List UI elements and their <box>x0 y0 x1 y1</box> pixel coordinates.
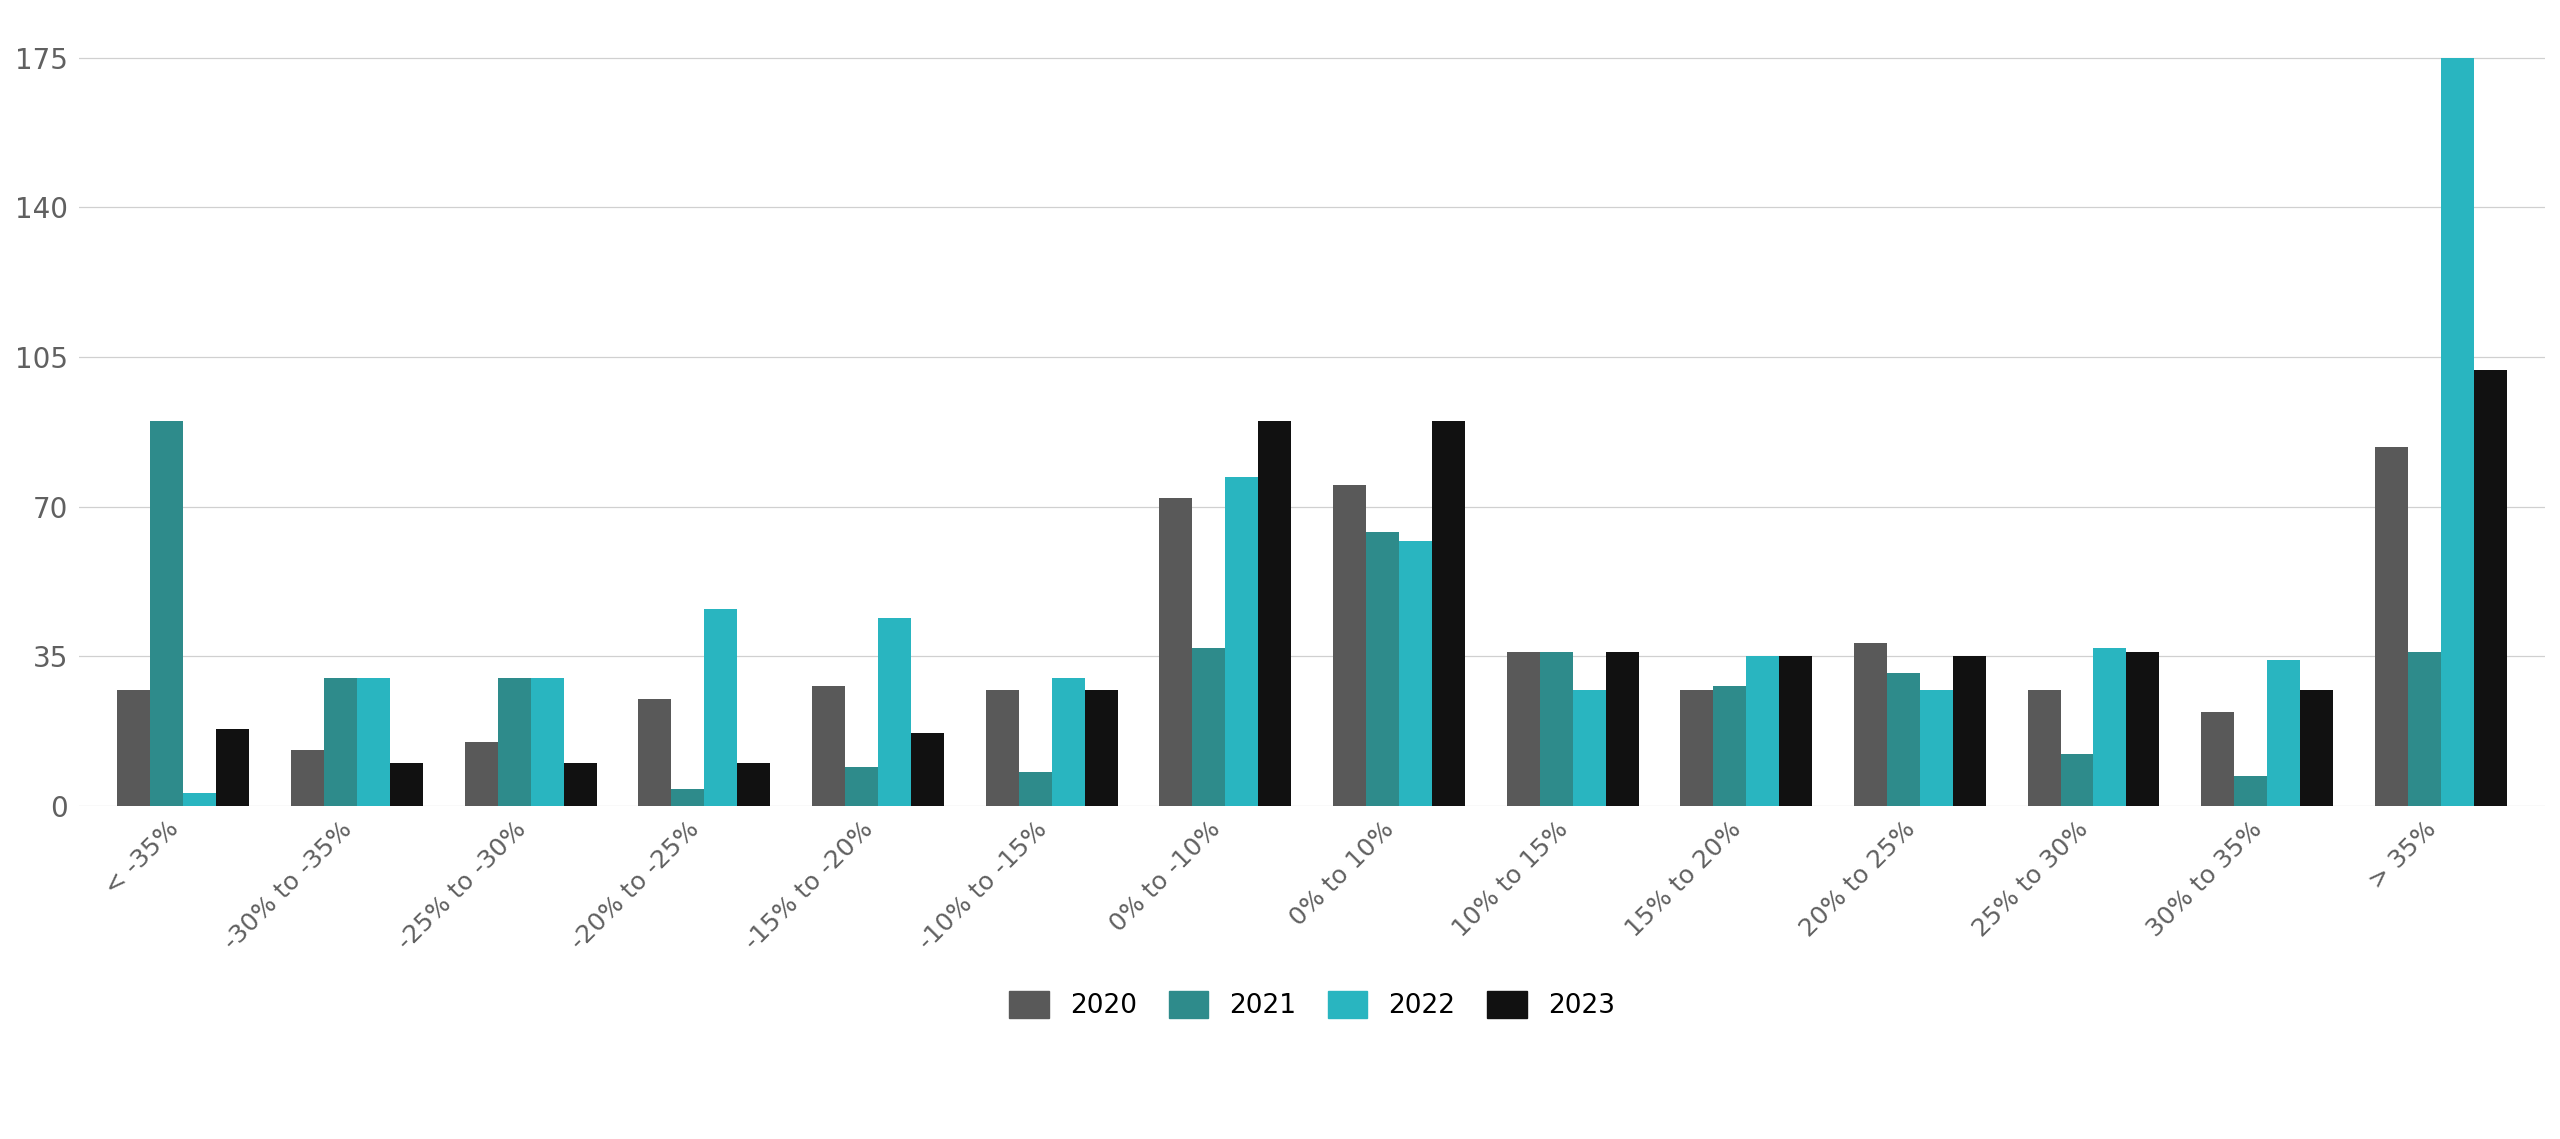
Bar <box>2094 648 2127 805</box>
Bar <box>1052 678 1085 805</box>
Bar <box>1257 421 1290 805</box>
Bar <box>878 617 911 805</box>
Bar <box>1505 652 1539 805</box>
Bar <box>1779 656 1812 805</box>
Bar <box>1367 532 1398 805</box>
Bar <box>292 751 325 805</box>
Bar <box>1160 498 1193 805</box>
Bar <box>671 788 704 805</box>
Bar <box>2299 690 2332 805</box>
Bar <box>1019 771 1052 805</box>
Bar <box>1679 690 1713 805</box>
Bar <box>812 686 845 805</box>
Bar <box>1085 690 1119 805</box>
Bar <box>1953 656 1987 805</box>
Bar <box>497 678 530 805</box>
Bar <box>1398 541 1431 805</box>
Bar <box>1572 690 1605 805</box>
Bar <box>1746 656 1779 805</box>
Bar <box>1431 421 1464 805</box>
Bar <box>389 763 422 805</box>
Bar <box>737 763 771 805</box>
Bar <box>184 793 215 805</box>
Bar <box>1334 485 1367 805</box>
Bar <box>2440 58 2473 805</box>
Bar <box>530 678 563 805</box>
Bar <box>1193 648 1226 805</box>
Bar <box>563 763 596 805</box>
Bar <box>637 699 671 805</box>
Bar <box>2376 446 2409 805</box>
Bar <box>1713 686 1746 805</box>
Bar <box>2473 370 2506 805</box>
Bar <box>2268 661 2299 805</box>
Bar <box>986 690 1019 805</box>
Bar <box>1539 652 1572 805</box>
Bar <box>2028 690 2061 805</box>
Bar <box>2202 712 2235 805</box>
Bar <box>1920 690 1953 805</box>
Bar <box>845 768 878 805</box>
Bar <box>118 690 151 805</box>
Bar <box>2127 652 2161 805</box>
Legend: 2020, 2021, 2022, 2023: 2020, 2021, 2022, 2023 <box>998 981 1626 1030</box>
Bar <box>2235 776 2268 805</box>
Bar <box>1887 673 1920 805</box>
Bar <box>911 734 945 805</box>
Bar <box>215 729 248 805</box>
Bar <box>151 421 184 805</box>
Bar <box>2061 754 2094 805</box>
Bar <box>2409 652 2440 805</box>
Bar <box>1853 644 1887 805</box>
Bar <box>1605 652 1638 805</box>
Bar <box>356 678 389 805</box>
Bar <box>463 741 497 805</box>
Bar <box>325 678 356 805</box>
Bar <box>1226 476 1257 805</box>
Bar <box>704 609 737 805</box>
